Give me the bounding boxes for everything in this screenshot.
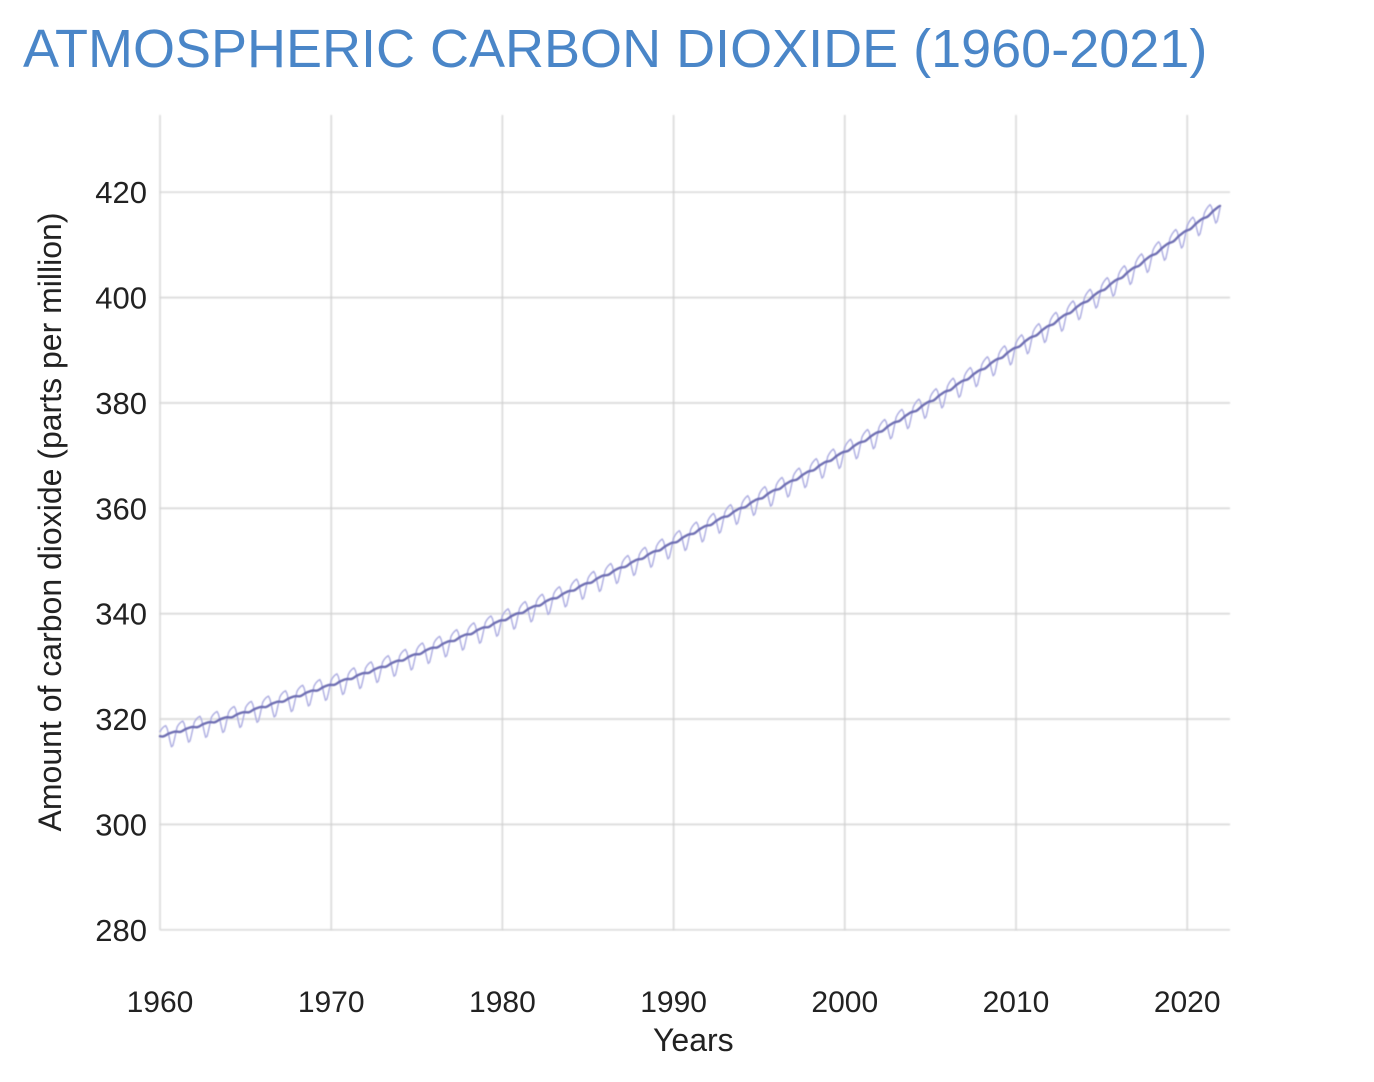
- svg-text:1980: 1980: [469, 986, 536, 1019]
- svg-text:340: 340: [95, 597, 147, 632]
- svg-text:1990: 1990: [640, 986, 707, 1019]
- svg-text:320: 320: [95, 702, 147, 737]
- svg-text:300: 300: [95, 807, 147, 842]
- svg-text:280: 280: [95, 913, 147, 948]
- svg-text:380: 380: [95, 386, 147, 421]
- svg-text:360: 360: [95, 491, 147, 526]
- svg-text:2000: 2000: [811, 986, 878, 1019]
- svg-text:1960: 1960: [127, 986, 194, 1019]
- svg-text:2020: 2020: [1154, 986, 1221, 1019]
- svg-text:400: 400: [95, 281, 147, 316]
- svg-text:1970: 1970: [298, 986, 365, 1019]
- svg-text:2010: 2010: [983, 986, 1050, 1019]
- svg-text:420: 420: [95, 175, 147, 210]
